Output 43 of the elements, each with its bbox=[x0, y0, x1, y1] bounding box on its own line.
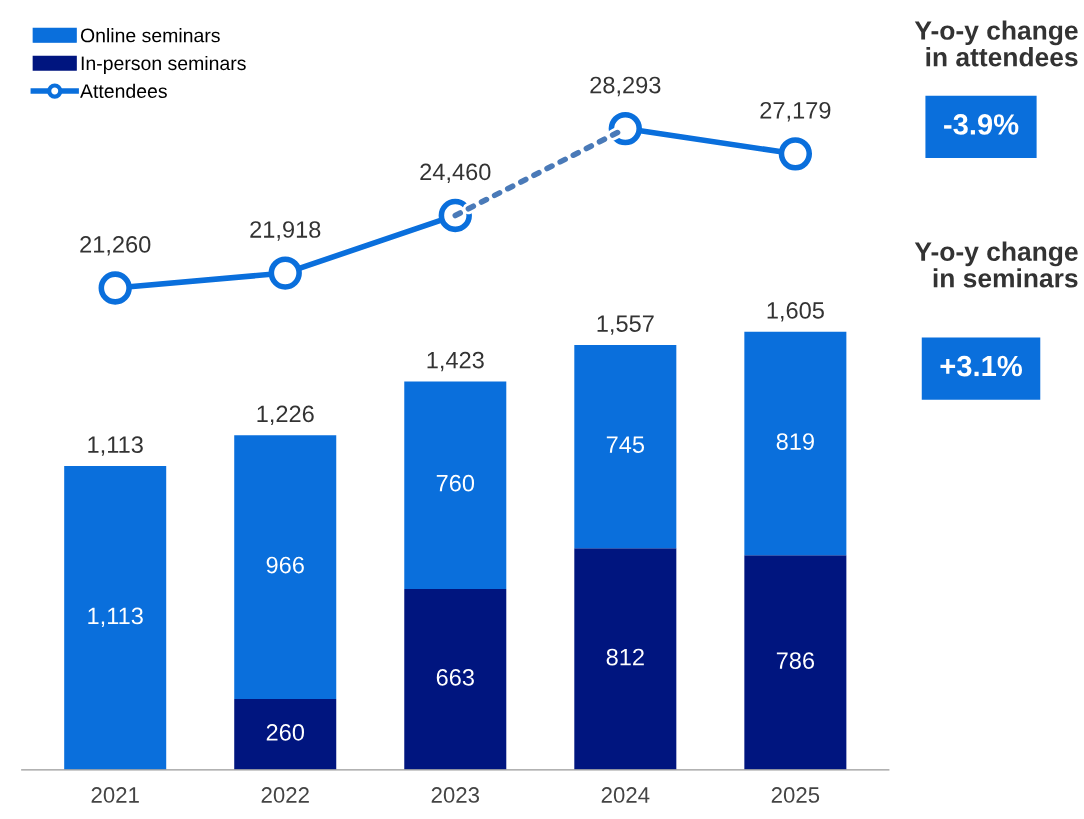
total-label: 1,113 bbox=[88, 436, 143, 456]
text: -3.9% bbox=[944, 114, 1019, 135]
bar bbox=[574, 344, 677, 549]
x-tick-label: 2025 bbox=[771, 787, 820, 803]
bar bbox=[234, 698, 337, 770]
bar bbox=[64, 466, 167, 770]
bar bbox=[574, 548, 677, 770]
total-label: 1,605 bbox=[767, 302, 824, 322]
total-label: 1,226 bbox=[257, 405, 314, 426]
x-tick-label: 2021 bbox=[91, 787, 139, 803]
data-label: 786 bbox=[776, 652, 815, 669]
text: Y-o-y change in seminars bbox=[914, 241, 1078, 288]
data-label: 24,460 bbox=[420, 163, 491, 184]
legend-label: Attendees bbox=[80, 83, 167, 99]
data-label: 28,293 bbox=[590, 76, 661, 97]
data-label: 27,179 bbox=[760, 101, 831, 122]
bar bbox=[744, 555, 847, 770]
legend-label: Online seminars bbox=[80, 28, 220, 43]
x-tick-label: 2023 bbox=[431, 787, 480, 803]
point bbox=[268, 256, 302, 290]
bar bbox=[744, 331, 847, 556]
data-label: 1,113 bbox=[88, 607, 143, 628]
data-label: 812 bbox=[606, 648, 644, 666]
text: +3.1% bbox=[940, 355, 1023, 377]
x-tick-label: 2022 bbox=[261, 787, 309, 803]
point bbox=[778, 137, 813, 171]
bar bbox=[404, 381, 507, 589]
legend-label: In-person seminars bbox=[81, 55, 246, 75]
text: Y-o-y change in attendees bbox=[914, 20, 1078, 67]
data-label: 663 bbox=[436, 669, 474, 686]
point bbox=[98, 271, 132, 305]
data-label: 21,260 bbox=[80, 236, 151, 256]
bar bbox=[404, 588, 507, 770]
data-label: 760 bbox=[436, 474, 475, 492]
data-label: 966 bbox=[266, 556, 304, 574]
data-label: 819 bbox=[776, 433, 814, 450]
bar bbox=[234, 435, 337, 699]
data-label: 21,918 bbox=[250, 221, 321, 241]
total-label: 1,423 bbox=[427, 351, 484, 372]
total-label: 1,557 bbox=[597, 315, 654, 335]
data-label: 745 bbox=[606, 436, 645, 453]
data-label: 260 bbox=[266, 724, 305, 741]
x-tick-label: 2024 bbox=[601, 787, 650, 803]
